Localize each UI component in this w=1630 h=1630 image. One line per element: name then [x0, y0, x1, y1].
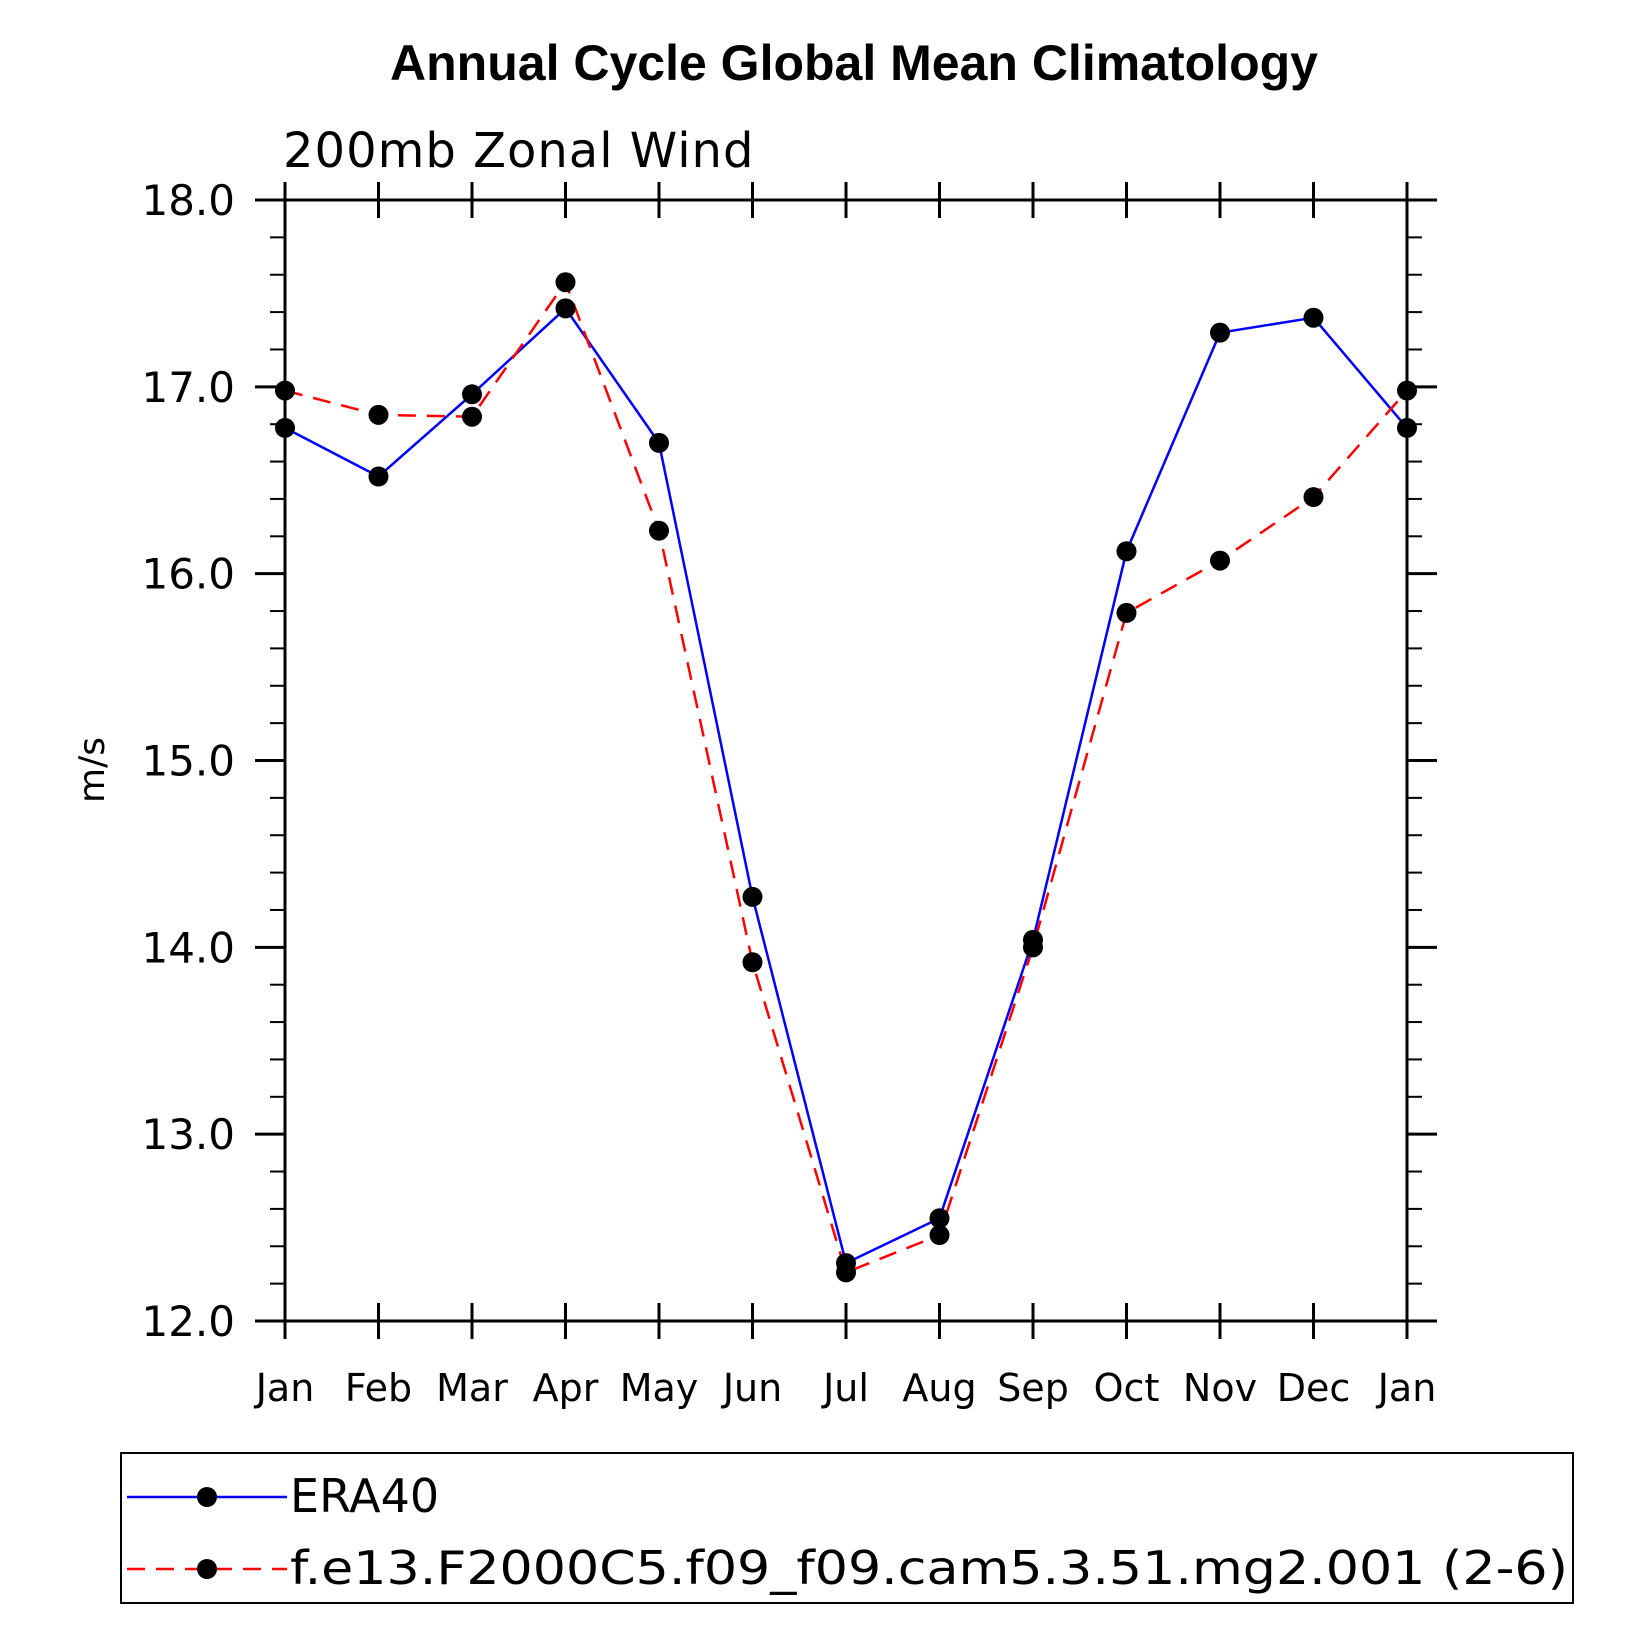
data-point-model — [1303, 487, 1324, 508]
x-tick-label: Jun — [721, 1366, 782, 1410]
data-point-model — [1023, 937, 1043, 958]
data-point-era40 — [462, 384, 482, 405]
x-tick-label: Nov — [1183, 1366, 1257, 1410]
data-point-era40 — [742, 886, 763, 907]
data-point-model — [929, 1225, 950, 1246]
legend-marker-era40 — [197, 1487, 217, 1507]
series-markers — [275, 272, 1417, 1283]
legend-box — [120, 1452, 1574, 1604]
x-tick-label: Dec — [1277, 1366, 1351, 1410]
y-axis-label: m/s — [72, 737, 113, 803]
data-point-model — [462, 406, 482, 427]
y-tick-label: 12.0 — [141, 1297, 235, 1346]
data-point-model — [836, 1262, 856, 1283]
x-tick-label: Jan — [1376, 1366, 1437, 1410]
plot-frame — [283, 198, 1409, 1323]
x-tick-labels: Jan Feb Mar Apr May Jun Jul Aug Sep Oct Nov Dec Jan — [254, 1366, 1437, 1410]
data-point-era40 — [649, 432, 669, 453]
data-point-era40 — [1303, 307, 1324, 328]
data-point-era40 — [1397, 417, 1417, 438]
data-point-era40 — [555, 298, 576, 319]
y-tick-labels: 12.0 13.0 14.0 15.0 16.0 17.0 18.0 — [141, 176, 235, 1346]
data-point-model — [275, 380, 295, 401]
series-lines — [284, 280, 1408, 1274]
axis-ticks — [255, 182, 1437, 1339]
data-point-model — [1210, 550, 1230, 571]
data-point-model — [1397, 380, 1417, 401]
y-tick-label: 14.0 — [141, 923, 235, 972]
data-point-model — [1116, 602, 1137, 623]
x-tick-label: Jan — [254, 1366, 315, 1410]
legend: ERA40 f.e13.F2000C5.f09_f09.cam5.3.51.mg… — [120, 1452, 1574, 1604]
y-tick-label: 17.0 — [141, 363, 235, 412]
data-point-era40 — [929, 1208, 950, 1229]
legend-label-era40: ERA40 — [290, 1469, 439, 1523]
series-line-era40 — [284, 307, 1408, 1265]
x-tick-label: Aug — [902, 1366, 976, 1410]
data-point-model — [649, 520, 669, 541]
legend-label-model: f.e13.F2000C5.f09_f09.cam5.3.51.mg2.001 … — [290, 1541, 1568, 1595]
data-point-era40 — [1116, 541, 1137, 562]
data-point-model — [742, 952, 763, 973]
y-tick-label: 15.0 — [141, 737, 235, 786]
data-point-model — [555, 272, 576, 293]
legend-marker-model — [197, 1559, 217, 1579]
chart-title: Annual Cycle Global Mean Climatology — [390, 35, 1318, 91]
chart-subtitle: 200mb Zonal Wind — [283, 123, 754, 179]
y-tick-label: 16.0 — [141, 550, 235, 599]
data-point-era40 — [368, 466, 389, 487]
series-line-model — [284, 280, 1408, 1274]
data-point-era40 — [275, 417, 295, 438]
data-point-model — [368, 404, 389, 425]
y-tick-label: 18.0 — [141, 176, 235, 225]
x-tick-label: May — [620, 1366, 699, 1410]
x-tick-label: Sep — [997, 1366, 1069, 1410]
x-tick-label: Jul — [821, 1366, 869, 1410]
x-tick-label: Apr — [533, 1366, 599, 1410]
x-tick-label: Feb — [345, 1366, 412, 1410]
data-point-era40 — [1210, 322, 1230, 343]
x-tick-label: Mar — [436, 1366, 508, 1410]
x-tick-label: Oct — [1094, 1366, 1160, 1410]
y-tick-label: 13.0 — [141, 1110, 235, 1159]
